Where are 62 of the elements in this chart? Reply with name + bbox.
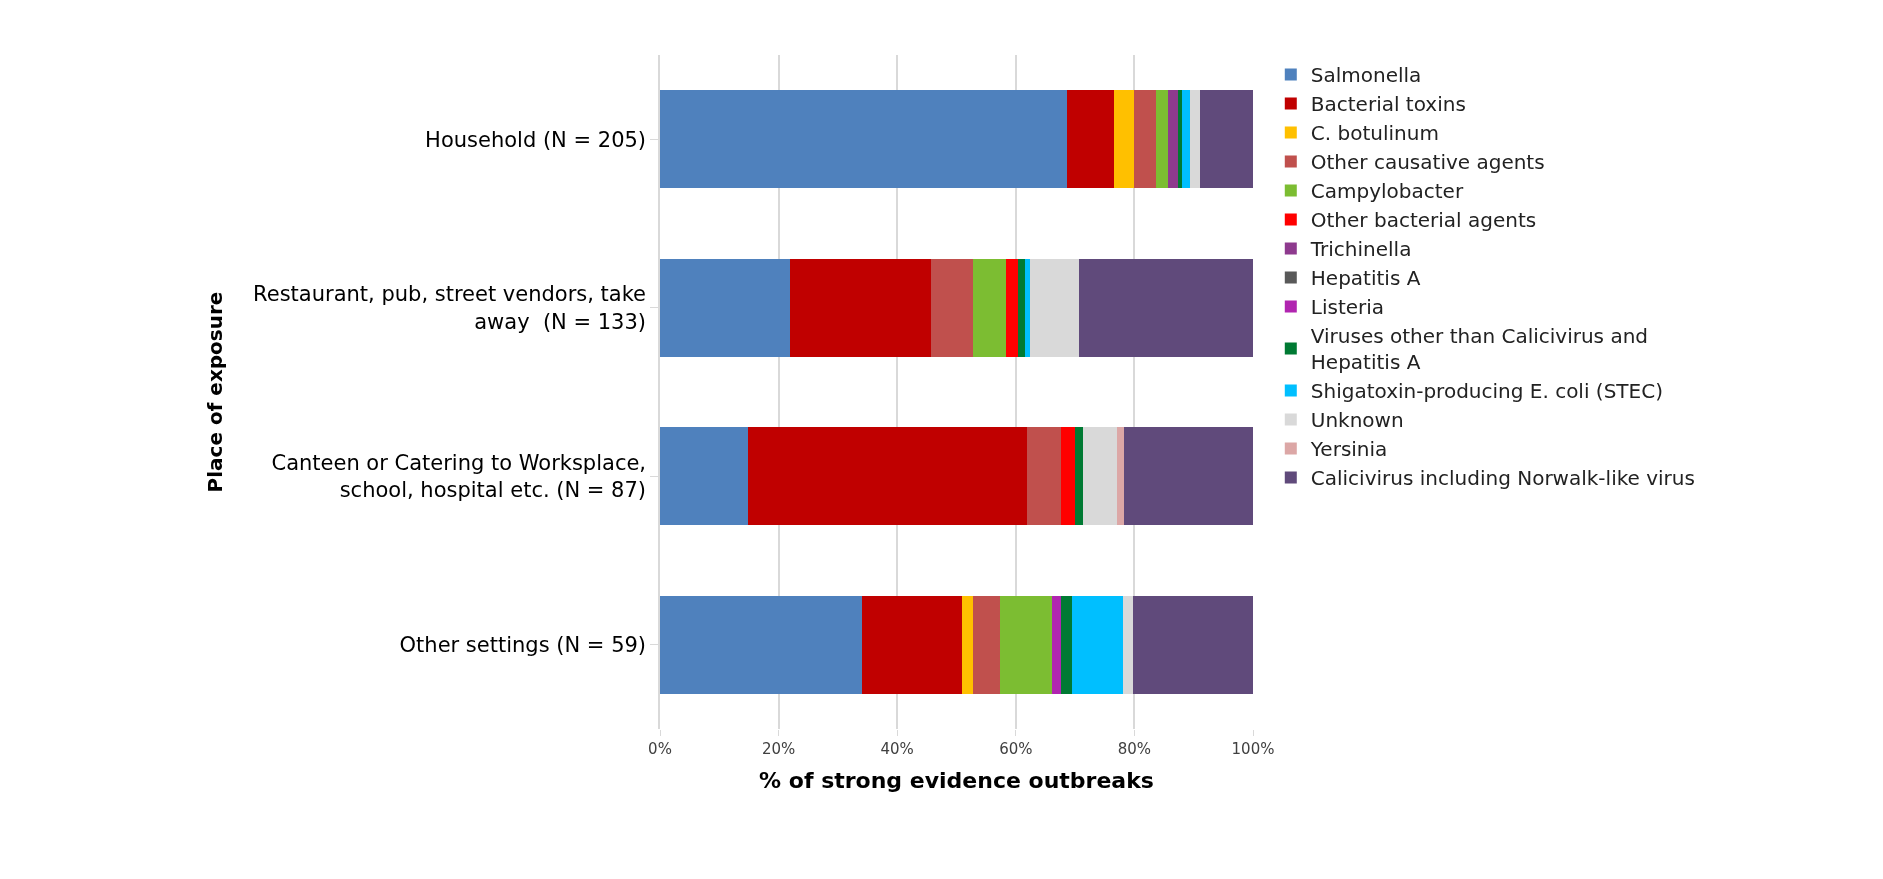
bar [1116, 427, 1124, 526]
bar [748, 427, 1028, 526]
bar [1122, 595, 1133, 694]
bar [1199, 90, 1253, 189]
bar [1006, 258, 1018, 357]
bar [1133, 90, 1157, 189]
bar [790, 258, 931, 357]
bar [1156, 90, 1168, 189]
bar [973, 258, 1007, 357]
legend-label: Campylobacter [1310, 179, 1464, 204]
bar [1027, 427, 1061, 526]
x-tick-label: 0% [648, 740, 672, 758]
bar [1060, 427, 1076, 526]
legend-label: Yersinia [1309, 437, 1388, 462]
legend-label: Salmonella [1310, 63, 1422, 88]
bar [1132, 595, 1253, 694]
legend-label: Calicivirus including Norwalk-like virus [1310, 466, 1695, 491]
bar [862, 595, 962, 694]
legend-label: Other bacterial agents [1310, 208, 1537, 233]
legend-label: Viruses other than Calicivirus and Hepatitis A [1310, 324, 1649, 375]
y-tick-label: Other settings (N = 59) [399, 633, 647, 658]
bar [1060, 595, 1073, 694]
legend-label: Hepatitis A [1310, 266, 1421, 291]
bar [1167, 90, 1178, 189]
bar [1075, 427, 1083, 526]
bar [931, 258, 974, 357]
y-axis-title: Place of exposure [203, 291, 228, 493]
x-tick-label: 80% [1117, 740, 1152, 758]
x-tick-label: 60% [999, 740, 1033, 758]
bar [1066, 90, 1115, 189]
bar [1051, 595, 1061, 694]
bar [660, 595, 863, 694]
y-tick-label: Restaurant, pub, street vendors, take away (N = 133) [253, 282, 647, 334]
legend-label: C. botulinum [1310, 121, 1439, 146]
bar [660, 90, 1067, 189]
bar [1114, 90, 1134, 189]
bar [1082, 427, 1117, 526]
bar [1189, 90, 1200, 189]
x-axis-title: % of strong evidence outbreaks [759, 767, 1154, 793]
bar [1025, 258, 1031, 357]
x-tick-label: 100% [1231, 740, 1275, 758]
y-tick-label: Canteen or Catering to Worksplace, school, hospital etc. (N = 87) [271, 450, 647, 503]
legend-label: Shigatoxin-producing E. coli (STEC) [1310, 379, 1663, 404]
x-tick-label: 20% [761, 740, 796, 758]
bar [1078, 258, 1253, 357]
legend-label: Unknown [1310, 408, 1404, 433]
bar [961, 595, 974, 694]
bar [1123, 427, 1253, 526]
bar [973, 595, 1001, 694]
bar [660, 427, 749, 526]
bar [660, 258, 791, 357]
bar [1182, 90, 1190, 189]
bar [1000, 595, 1052, 694]
legend-label: Trichinella [1309, 237, 1412, 262]
bar [1072, 595, 1123, 694]
bar [1030, 258, 1079, 357]
legend-label: Listeria [1310, 295, 1385, 320]
y-tick-label: Household (N = 205) [425, 127, 647, 152]
bar [1017, 258, 1026, 357]
legend-label: Bacterial toxins [1310, 92, 1466, 117]
legend-label: Other causative agents [1310, 150, 1545, 175]
x-tick-label: 40% [880, 740, 914, 758]
